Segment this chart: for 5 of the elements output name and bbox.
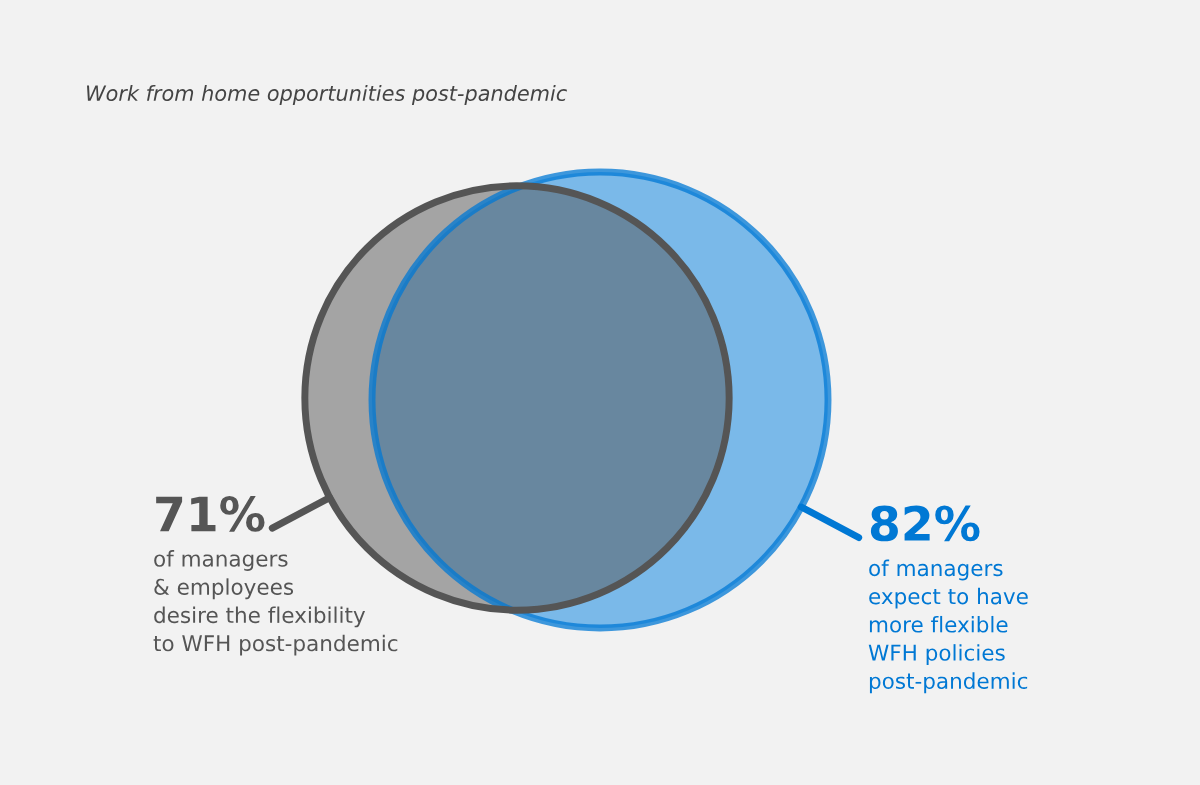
data-label: 82% (870, 505, 980, 542)
text: Work from home opportunities post-pandemic (87, 84, 567, 106)
data-label: 71% (156, 496, 265, 532)
category-label: of managers & employees desire the flexibility to WFH post-pandemic (153, 550, 398, 656)
category-label: of managers expect to have more flexible WFH policies post-pandemic (868, 559, 1028, 694)
